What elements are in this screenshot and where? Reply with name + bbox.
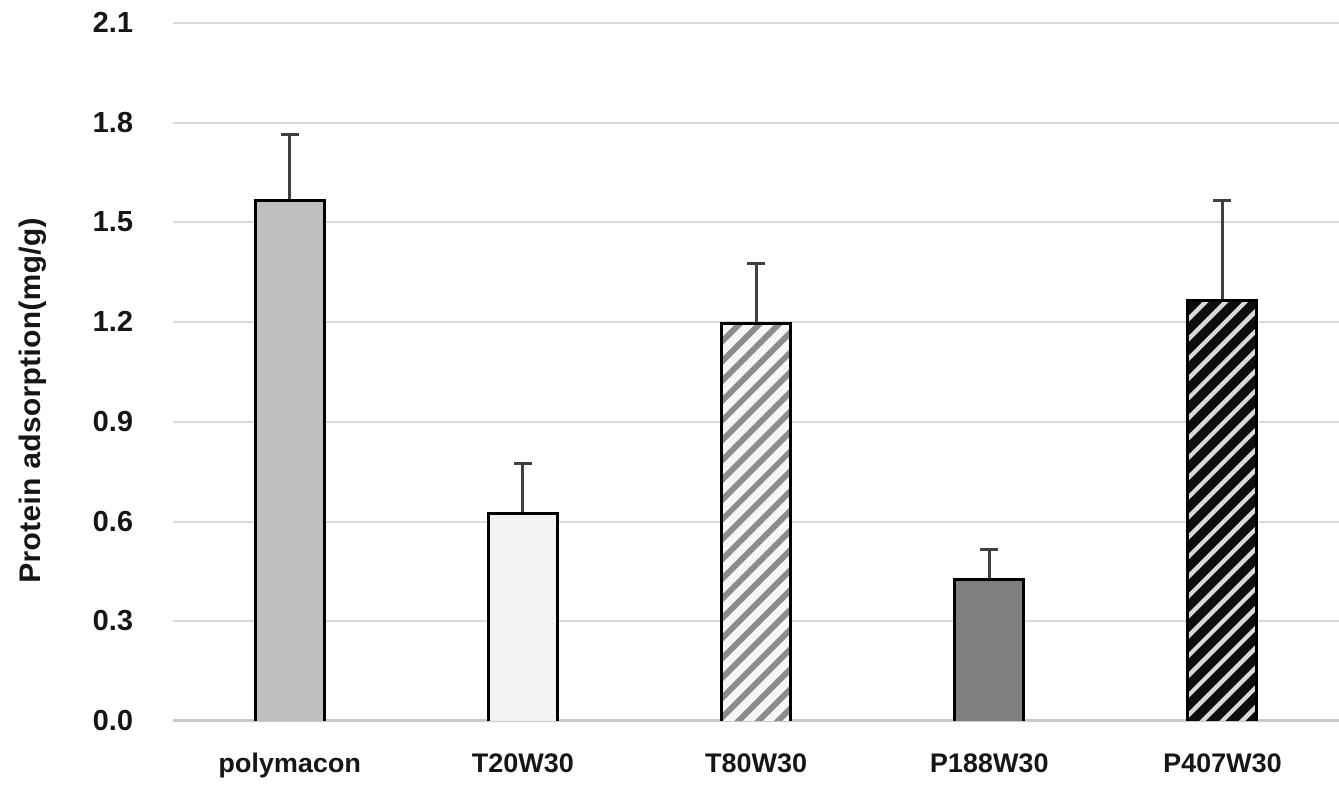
- error-bar-cap: [280, 132, 299, 136]
- bar-T20W30: [486, 511, 559, 721]
- x-label-P188W30: P188W30: [929, 748, 1049, 778]
- error-bar-whisker: [1220, 199, 1224, 299]
- gridline: [173, 221, 1339, 224]
- bar-P188W30: [953, 578, 1026, 721]
- error-bar-cap: [513, 461, 532, 465]
- y-tick-label: 1.5: [92, 206, 133, 239]
- x-label-T80W30: T80W30: [704, 748, 807, 778]
- error-bar-cap: [1213, 199, 1232, 203]
- bar-polymacon: [253, 199, 326, 721]
- error-bar-whisker: [288, 132, 292, 200]
- y-tick-label: 0.0: [92, 705, 133, 737]
- error-bar-cap: [980, 548, 999, 552]
- error-bar-cap: [747, 262, 765, 266]
- x-axis-labels: polymacon T20W30 T80W30 P188W30 P407W30: [0, 748, 1339, 788]
- x-label-T20W30: T20W30: [471, 748, 574, 778]
- plot-area: [173, 22, 1339, 722]
- error-bar-whisker: [987, 548, 991, 579]
- y-tick-label: 0.9: [92, 405, 133, 438]
- bar-P407W30: [1186, 298, 1259, 721]
- x-label-P407W30: P407W30: [1163, 748, 1282, 778]
- gridline: [173, 22, 1339, 24]
- x-label-polymacon: polymacon: [218, 748, 361, 778]
- y-tick-label: 1.2: [92, 306, 133, 339]
- y-tick-label: 1.8: [92, 106, 133, 139]
- error-bar-whisker: [521, 461, 525, 512]
- gridline: [173, 121, 1339, 124]
- y-tick-label: 0.3: [92, 605, 133, 638]
- y-tick-label: 2.1: [92, 7, 133, 39]
- error-bar-whisker: [754, 262, 758, 323]
- y-tick-label: 0.6: [92, 505, 133, 538]
- bar-T80W30: [720, 322, 792, 721]
- y-axis-tick-labels: 0.0 0.3 0.6 0.9 1.2 1.5 1.8 2.1: [0, 7, 140, 737]
